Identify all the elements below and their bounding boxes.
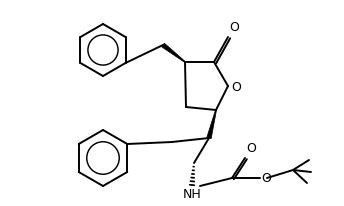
Text: O: O (229, 21, 239, 34)
Text: O: O (246, 142, 256, 155)
Text: NH: NH (183, 188, 201, 201)
Text: O: O (231, 81, 241, 94)
Text: O: O (261, 172, 271, 185)
Polygon shape (162, 43, 185, 62)
Polygon shape (207, 110, 216, 139)
